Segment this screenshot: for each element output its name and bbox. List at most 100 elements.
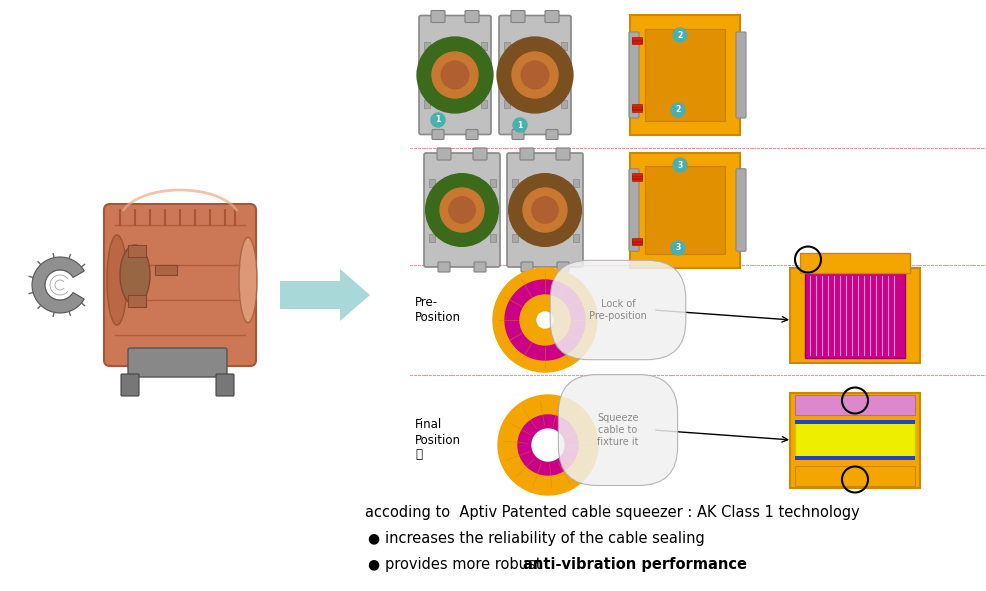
FancyBboxPatch shape: [631, 241, 641, 243]
FancyBboxPatch shape: [464, 11, 478, 22]
FancyBboxPatch shape: [794, 420, 914, 424]
FancyBboxPatch shape: [560, 100, 566, 108]
FancyBboxPatch shape: [631, 238, 641, 241]
FancyBboxPatch shape: [504, 100, 510, 108]
FancyBboxPatch shape: [521, 262, 532, 272]
FancyBboxPatch shape: [472, 148, 486, 160]
FancyBboxPatch shape: [631, 106, 641, 109]
Circle shape: [440, 188, 483, 232]
FancyBboxPatch shape: [511, 11, 525, 22]
Circle shape: [521, 61, 548, 89]
FancyBboxPatch shape: [489, 178, 496, 187]
Circle shape: [531, 429, 563, 461]
FancyBboxPatch shape: [631, 173, 641, 176]
FancyBboxPatch shape: [555, 148, 570, 160]
FancyBboxPatch shape: [628, 32, 638, 118]
Text: 3: 3: [674, 243, 680, 252]
FancyBboxPatch shape: [104, 204, 255, 366]
FancyBboxPatch shape: [128, 295, 146, 307]
FancyBboxPatch shape: [789, 392, 919, 488]
Circle shape: [508, 174, 581, 246]
Circle shape: [497, 37, 572, 113]
Text: Squeeze
cable to
fixture it: Squeeze cable to fixture it: [597, 413, 638, 447]
Text: 3: 3: [676, 161, 682, 170]
FancyBboxPatch shape: [800, 252, 909, 272]
FancyBboxPatch shape: [545, 129, 557, 139]
FancyBboxPatch shape: [631, 107, 641, 110]
FancyBboxPatch shape: [437, 148, 451, 160]
FancyBboxPatch shape: [512, 178, 518, 187]
FancyBboxPatch shape: [489, 233, 496, 242]
FancyBboxPatch shape: [794, 456, 914, 460]
FancyBboxPatch shape: [465, 129, 477, 139]
Circle shape: [672, 28, 686, 42]
FancyBboxPatch shape: [736, 169, 745, 251]
FancyBboxPatch shape: [480, 42, 486, 50]
FancyBboxPatch shape: [631, 109, 641, 112]
FancyBboxPatch shape: [794, 422, 914, 458]
Circle shape: [512, 52, 557, 98]
FancyBboxPatch shape: [429, 178, 435, 187]
Ellipse shape: [120, 245, 150, 305]
FancyBboxPatch shape: [556, 262, 568, 272]
FancyBboxPatch shape: [438, 262, 450, 272]
Circle shape: [670, 241, 684, 255]
FancyBboxPatch shape: [573, 233, 579, 242]
Circle shape: [492, 268, 597, 372]
FancyBboxPatch shape: [155, 265, 176, 275]
Text: provides more robust: provides more robust: [385, 557, 545, 572]
FancyBboxPatch shape: [644, 30, 725, 121]
FancyBboxPatch shape: [629, 15, 740, 135]
FancyBboxPatch shape: [121, 374, 139, 396]
FancyBboxPatch shape: [507, 153, 583, 267]
FancyBboxPatch shape: [512, 233, 518, 242]
FancyBboxPatch shape: [280, 281, 345, 309]
Polygon shape: [32, 257, 84, 313]
FancyBboxPatch shape: [431, 11, 445, 22]
FancyBboxPatch shape: [631, 175, 641, 178]
Circle shape: [449, 197, 474, 223]
FancyBboxPatch shape: [216, 374, 234, 396]
Text: 1: 1: [517, 121, 523, 129]
Text: anti-vibration performance: anti-vibration performance: [523, 557, 746, 572]
Circle shape: [432, 52, 477, 98]
FancyBboxPatch shape: [805, 272, 904, 358]
FancyBboxPatch shape: [631, 41, 641, 44]
FancyBboxPatch shape: [644, 166, 725, 254]
Circle shape: [536, 312, 552, 328]
Polygon shape: [339, 269, 370, 321]
Text: accoding to  Aptiv Patented cable squeezer : AK Class 1 technology: accoding to Aptiv Patented cable squeeze…: [365, 505, 859, 520]
FancyBboxPatch shape: [424, 42, 430, 50]
Ellipse shape: [239, 238, 256, 323]
FancyBboxPatch shape: [631, 242, 641, 245]
Text: Lock of
Pre-position: Lock of Pre-position: [589, 299, 646, 321]
FancyBboxPatch shape: [736, 32, 745, 118]
Circle shape: [417, 37, 492, 113]
FancyBboxPatch shape: [794, 395, 914, 414]
Text: 2: 2: [674, 106, 680, 115]
FancyBboxPatch shape: [789, 268, 919, 362]
Circle shape: [431, 113, 445, 127]
FancyBboxPatch shape: [631, 104, 641, 107]
FancyBboxPatch shape: [429, 233, 435, 242]
FancyBboxPatch shape: [628, 169, 638, 251]
Circle shape: [425, 174, 498, 246]
FancyBboxPatch shape: [499, 15, 571, 135]
Circle shape: [518, 415, 578, 475]
FancyBboxPatch shape: [631, 38, 641, 41]
Circle shape: [498, 395, 598, 495]
Text: Final
Position
置: Final Position 置: [414, 418, 460, 462]
FancyBboxPatch shape: [424, 100, 430, 108]
Circle shape: [523, 188, 566, 232]
FancyBboxPatch shape: [473, 262, 485, 272]
FancyBboxPatch shape: [432, 129, 444, 139]
Circle shape: [531, 197, 558, 223]
Circle shape: [670, 103, 684, 117]
Text: Pre-
Position: Pre- Position: [414, 296, 460, 324]
FancyBboxPatch shape: [631, 176, 641, 179]
Circle shape: [520, 295, 570, 345]
FancyBboxPatch shape: [512, 129, 524, 139]
FancyBboxPatch shape: [128, 348, 227, 377]
FancyBboxPatch shape: [631, 239, 641, 242]
FancyBboxPatch shape: [504, 42, 510, 50]
